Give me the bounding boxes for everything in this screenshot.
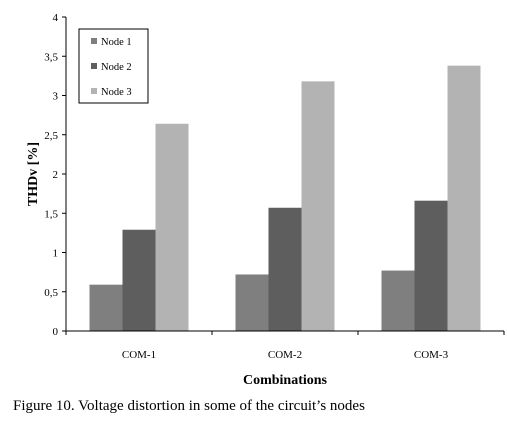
y-tick-label: 4 <box>53 12 59 24</box>
y-tick-label: 3,5 <box>44 51 58 63</box>
bar-chart: 0 0,5 1 1,5 2 2,5 3 3,5 4 COM-1 COM-2 COM-3 Combin… <box>26 12 505 388</box>
bar-node-2-com-3 <box>414 200 448 331</box>
y-tick-label: 1,5 <box>44 208 58 220</box>
bar-node-1-com-3 <box>381 270 415 331</box>
y-tick-label: 0,5 <box>44 287 58 299</box>
bar-node-1-com-2 <box>235 274 269 331</box>
legend-swatch <box>91 88 97 94</box>
x-axis-ticks: COM-1 COM-2 COM-3 <box>65 331 505 361</box>
y-axis-ticks: 0 0,5 1 1,5 2 2,5 3 3,5 4 <box>44 12 66 338</box>
y-tick-label: 0 <box>53 326 59 338</box>
y-axis-title: THDv [%] <box>26 142 41 206</box>
bar-node-3-com-2 <box>301 81 335 332</box>
x-tick-label: COM-3 <box>414 349 449 361</box>
y-tick-label: 2,5 <box>44 130 58 142</box>
bars <box>89 65 481 332</box>
y-tick-label: 2 <box>53 169 59 181</box>
x-axis-title: Combinations <box>243 373 328 388</box>
y-tick-label: 1 <box>53 248 59 260</box>
bar-node-3-com-3 <box>447 65 481 332</box>
legend-swatch <box>91 38 97 44</box>
legend: Node 1 Node 2 Node 3 <box>78 28 149 104</box>
legend-label: Node 1 <box>101 37 132 48</box>
x-tick-label: COM-1 <box>122 349 156 361</box>
legend-label: Node 3 <box>101 87 132 98</box>
legend-swatch <box>91 63 97 69</box>
bar-node-2-com-2 <box>268 207 302 331</box>
legend-label: Node 2 <box>101 62 132 73</box>
bar-node-1-com-1 <box>89 284 123 331</box>
figure-caption: Figure 10. Voltage distortion in some of… <box>13 398 365 414</box>
legend-box <box>78 28 149 104</box>
bar-node-3-com-1 <box>155 123 189 331</box>
bar-node-2-com-1 <box>122 229 156 331</box>
y-tick-label: 3 <box>53 91 59 103</box>
x-tick-label: COM-2 <box>268 349 302 361</box>
